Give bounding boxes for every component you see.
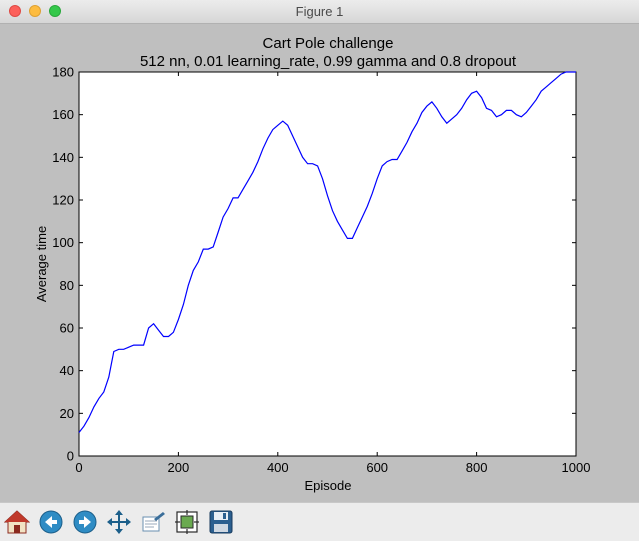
x-tick-label: 200: [168, 460, 190, 475]
x-tick-label: 0: [75, 460, 82, 475]
forward-arrow-icon: [73, 510, 97, 534]
y-tick-label: 140: [52, 150, 74, 165]
chart-title: Cart Pole challenge: [263, 35, 394, 52]
subplots-config-icon: [175, 510, 199, 534]
axis-tick-labels: 0 200 400 600 800 1000 0 20 40 60 80 100 120 140 160 18…: [52, 65, 590, 476]
minimize-window-button[interactable]: [29, 5, 41, 17]
y-axis-label: Average time: [34, 226, 49, 302]
pan-move-icon: [107, 510, 131, 534]
zoom-rectangle-icon: [142, 512, 165, 532]
y-tick-label: 180: [52, 65, 74, 80]
home-button[interactable]: [2, 507, 32, 537]
window-titlebar: Figure 1: [0, 0, 639, 24]
close-window-button[interactable]: [9, 5, 21, 17]
y-tick-label: 60: [60, 321, 74, 336]
forward-button[interactable]: [70, 507, 100, 537]
navigation-toolbar: [0, 502, 639, 541]
window-title: Figure 1: [295, 4, 344, 19]
subplots-button[interactable]: [172, 507, 202, 537]
y-tick-label: 80: [60, 278, 74, 293]
series-line: [78, 71, 576, 433]
y-tick-label: 100: [52, 235, 74, 250]
y-tick-label: 20: [60, 406, 74, 421]
x-tick-label: 600: [366, 460, 388, 475]
save-button[interactable]: [206, 507, 236, 537]
y-tick-label: 40: [60, 363, 74, 378]
y-tick-label: 0: [67, 449, 74, 464]
pan-button[interactable]: [104, 507, 134, 537]
back-arrow-icon: [39, 510, 63, 534]
figure-canvas: Cart Pole challenge 512 nn, 0.01 learnin…: [0, 24, 639, 502]
home-icon: [4, 510, 30, 534]
back-button[interactable]: [36, 507, 66, 537]
x-tick-label: 400: [267, 460, 289, 475]
y-tick-label: 160: [52, 107, 74, 122]
x-tick-label: 800: [466, 460, 488, 475]
y-tick-label: 120: [52, 193, 74, 208]
chart-subtitle: 512 nn, 0.01 learning_rate, 0.99 gamma a…: [140, 53, 517, 70]
zoom-window-button[interactable]: [49, 5, 61, 17]
zoom-rect-button[interactable]: [138, 507, 168, 537]
plot-area: [78, 71, 577, 457]
save-floppy-icon: [209, 510, 233, 534]
axis-ticks: [78, 71, 577, 457]
x-tick-label: 1000: [562, 460, 591, 475]
x-axis-label: Episode: [305, 478, 352, 493]
